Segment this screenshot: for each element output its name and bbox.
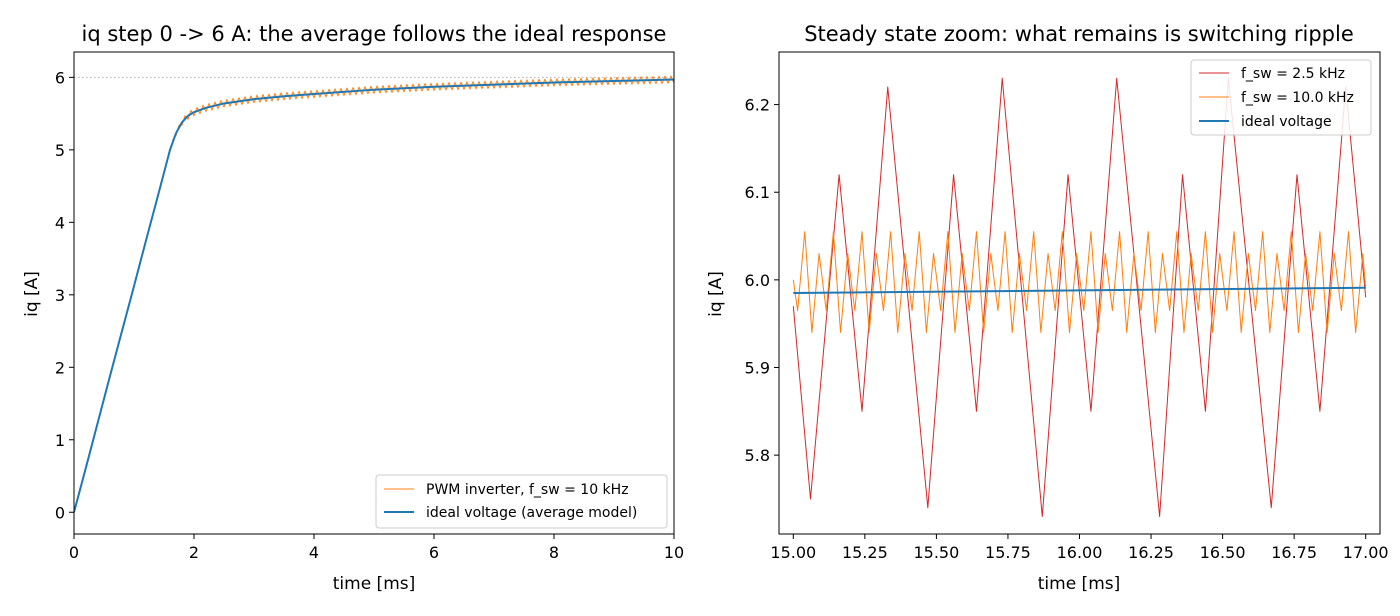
chart-panel-step-response: iq step 0 -> 6 A: the average follows th… [22,22,684,594]
x-tick-label: 0 [69,543,79,562]
x-tick-label: 15.00 [770,543,816,562]
chart-panel-steady-state-zoom: Steady state zoom: what remains is switc… [706,22,1389,594]
legend-label-ideal: ideal voltage [1241,114,1332,130]
y-tick-label: 5.9 [745,358,770,377]
legend: f_sw = 2.5 kHz f_sw = 10.0 kHz ideal vol… [1190,59,1372,136]
legend-label-10khz: f_sw = 10.0 kHz [1241,90,1354,106]
axes-frame [73,51,675,535]
x-tick-label: 16.00 [1057,543,1103,562]
series-line-f-sw-10-0-khz [792,231,1367,333]
x-tick-label: 2 [189,543,199,562]
y-tick-label: 6 [55,68,65,87]
y-tick-label: 5 [55,141,65,160]
x-tick-label: 16.25 [1128,543,1174,562]
y-tick-label: 6.0 [745,271,770,290]
legend-box [1190,59,1372,136]
axis-ticks: 15.00 15.25 15.50 15.75 16.00 16.25 16.50 16.75… [745,96,1389,562]
x-axis-label: time [ms] [1038,574,1121,594]
y-tick-label: 6.1 [745,183,770,202]
y-tick-label: 5.8 [745,446,770,465]
y-tick-label: 6.2 [745,96,770,115]
plot-area [73,51,675,535]
x-tick-label: 15.25 [842,543,888,562]
y-axis-label: iq [A] [22,271,42,317]
x-tick-label: 6 [429,543,439,562]
legend-label-pwm: PWM inverter, f_sw = 10 kHz [426,482,629,498]
legend-label-ideal: ideal voltage (average model) [426,505,637,521]
series-group [74,75,674,513]
y-tick-label: 2 [55,358,65,377]
x-tick-label: 16.75 [1271,543,1317,562]
series-line-ideal-voltage [793,286,1366,294]
legend-box [375,474,668,529]
x-axis-label: time [ms] [333,574,416,594]
y-axis-label: iq [A] [706,271,726,317]
x-tick-label: 4 [309,543,319,562]
y-tick-label: 1 [55,431,65,450]
x-tick-label: 16.50 [1200,543,1246,562]
axis-ticks: 0 2 4 6 8 10 0 1 2 3 4 5 6 [55,68,684,562]
series-line-f-sw-2-5-khz [792,77,1367,517]
legend: PWM inverter, f_sw = 10 kHz ideal voltag… [375,474,668,529]
chart-title: iq step 0 -> 6 A: the average follows th… [82,22,667,46]
x-tick-label: 8 [549,543,559,562]
y-tick-label: 4 [55,213,65,232]
x-tick-label: 17.00 [1343,543,1389,562]
y-tick-label: 0 [55,503,65,522]
chart-title: Steady state zoom: what remains is switc… [804,22,1354,46]
x-tick-label: 15.50 [913,543,959,562]
series-line-ideal-voltage-average-model [74,78,674,513]
x-tick-label: 15.75 [985,543,1031,562]
y-tick-label: 3 [55,286,65,305]
series-group [792,77,1367,517]
x-tick-label: 10 [664,543,684,562]
legend-label-2-5khz: f_sw = 2.5 kHz [1241,66,1345,82]
